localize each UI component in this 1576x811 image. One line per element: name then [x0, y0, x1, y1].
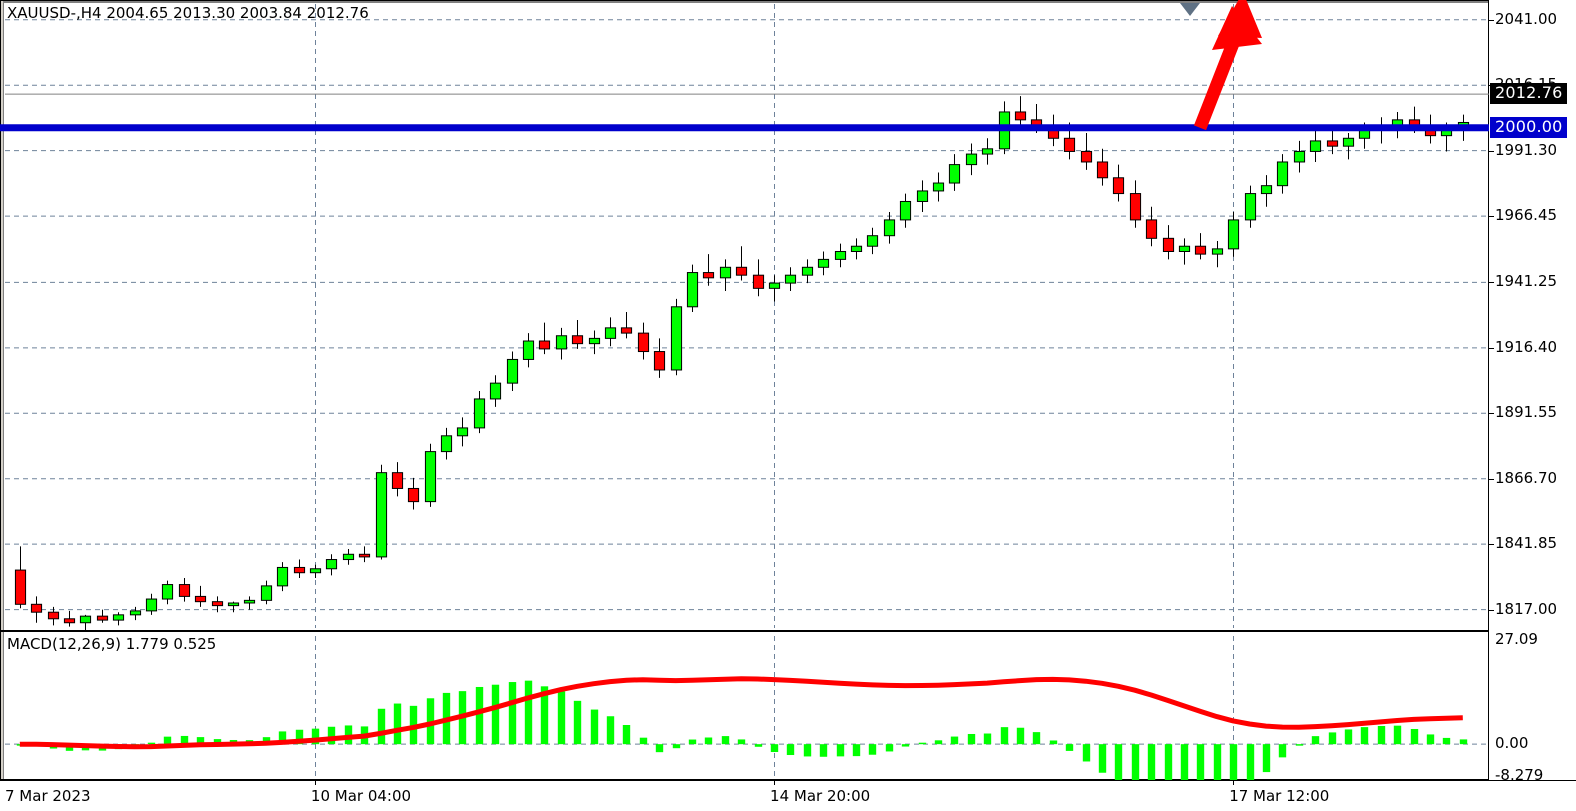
price-axis-tick-mark: [1489, 610, 1494, 611]
price-axis-tick: 1916.40: [1495, 337, 1558, 356]
time-axis[interactable]: [0, 780, 1576, 811]
price-axis-tick: 1941.25: [1495, 272, 1558, 291]
time-axis-tick: 7 Mar 2023: [5, 787, 91, 805]
price-axis-tick: 1866.70: [1495, 468, 1558, 487]
macd-axis-tick: 0.00: [1495, 734, 1529, 753]
symbol-ohlc-header: XAUUSD-,H4 2004.65 2013.30 2003.84 2012.…: [7, 4, 369, 22]
price-axis-tick-mark: [1489, 348, 1494, 349]
macd-indicator-pane[interactable]: [0, 632, 1489, 780]
last-price-badge: 2012.76: [1490, 83, 1567, 105]
price-axis-tick-mark: [1489, 282, 1494, 283]
price-chart-pane[interactable]: [0, 0, 1489, 632]
window-top-edge: [0, 0, 1576, 3]
price-axis-tick: 1841.85: [1495, 534, 1558, 553]
price-axis-tick-mark: [1489, 413, 1494, 414]
triangle-down-marker[interactable]: [1180, 3, 1200, 16]
macd-header-label: MACD(12,26,9) 1.779 0.525: [7, 635, 217, 653]
price-axis-tick-mark: [1489, 544, 1494, 545]
time-axis-tick-mark: [774, 780, 775, 785]
price-axis-tick: 1991.30: [1495, 140, 1558, 159]
price-axis-tick-mark: [1489, 151, 1494, 152]
level-line-price-badge[interactable]: 2000.00: [1490, 116, 1567, 138]
price-axis-tick-mark: [1489, 479, 1494, 480]
left-toolbar-rail: [0, 0, 4, 780]
price-axis-tick-mark: [1489, 216, 1494, 217]
price-axis-tick: 1966.45: [1495, 206, 1558, 225]
time-axis-tick: 14 Mar 20:00: [770, 787, 871, 805]
up-arrow-annotation[interactable]: [1193, 0, 1262, 131]
macd-axis-tick: 27.09: [1495, 630, 1538, 648]
macd-axis-tick: -8.279: [1495, 766, 1544, 784]
price-axis-tick: 2041.00: [1495, 9, 1558, 28]
time-axis-tick-mark: [315, 780, 316, 785]
price-axis-tick-mark: [1489, 20, 1494, 21]
time-axis-tick: 17 Mar 12:00: [1229, 787, 1330, 805]
time-axis-tick-mark: [1233, 780, 1234, 785]
price-axis-tick: 1891.55: [1495, 403, 1558, 422]
price-axis-tick: 1817.00: [1495, 599, 1558, 618]
time-axis-tick: 10 Mar 04:00: [310, 787, 412, 805]
